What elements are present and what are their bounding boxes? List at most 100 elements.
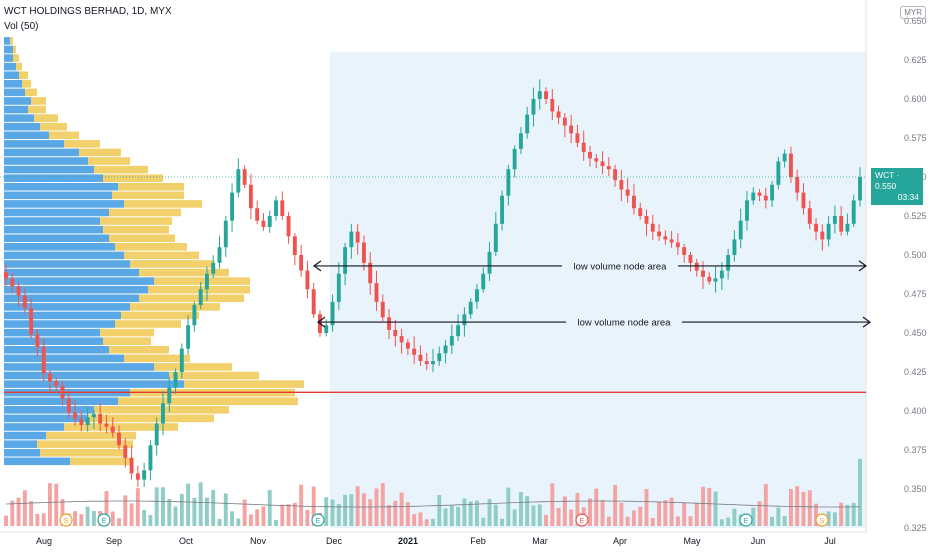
volume-profile-down-bar bbox=[64, 140, 100, 148]
volume-profile-down-bar bbox=[40, 122, 67, 131]
candle-body bbox=[562, 117, 567, 126]
volume-profile-down-bar bbox=[118, 397, 298, 406]
volume-profile-up-bar bbox=[4, 182, 118, 191]
volume-profile-up-bar bbox=[4, 217, 100, 225]
volume-bar bbox=[487, 498, 492, 526]
volume-bar bbox=[179, 493, 184, 526]
candle-body bbox=[405, 342, 410, 349]
volume-bar bbox=[845, 504, 850, 526]
volume-bar bbox=[512, 509, 517, 526]
volume-bar bbox=[500, 518, 505, 526]
volume-bar bbox=[682, 502, 687, 526]
candle-body bbox=[518, 133, 523, 149]
volume-bar bbox=[657, 501, 662, 526]
candle-body bbox=[35, 334, 40, 348]
candle-body bbox=[675, 242, 680, 248]
volume-bar bbox=[544, 514, 548, 526]
volume-profile-down-bar bbox=[88, 157, 130, 165]
volume-bar bbox=[117, 518, 121, 526]
volume-bar bbox=[387, 505, 391, 526]
candle-body bbox=[625, 189, 630, 196]
candle-body bbox=[449, 336, 454, 346]
candle-body bbox=[657, 231, 662, 237]
candle-body bbox=[135, 473, 140, 480]
volume-profile-up-bar bbox=[4, 448, 40, 457]
volume-bar bbox=[299, 484, 304, 526]
volume-bar bbox=[286, 504, 291, 526]
candle-body bbox=[719, 270, 724, 279]
volume-profile-down-bar bbox=[28, 105, 46, 114]
candle-body bbox=[230, 192, 235, 221]
volume-bar bbox=[707, 488, 712, 526]
candle-body bbox=[374, 283, 379, 302]
currency-badge[interactable]: MYR bbox=[900, 6, 926, 19]
volume-profile-up-bar bbox=[4, 45, 13, 54]
volume-bar bbox=[556, 507, 561, 526]
volume-bar bbox=[349, 494, 354, 526]
bar-countdown: 03:34 bbox=[897, 192, 919, 202]
event-marker-label: S bbox=[64, 518, 69, 525]
volume-bar bbox=[91, 510, 96, 526]
volume-bar bbox=[732, 508, 737, 526]
volume-bar bbox=[274, 519, 278, 526]
event-marker bbox=[311, 513, 325, 527]
volume-profile-down-bar bbox=[124, 251, 199, 260]
candle-body bbox=[248, 184, 253, 209]
candle-body bbox=[355, 231, 360, 243]
volume-bar bbox=[832, 512, 837, 526]
volume-bar bbox=[186, 483, 191, 526]
candle-body bbox=[807, 208, 812, 224]
volume-profile-down-bar bbox=[115, 320, 181, 328]
candle-body bbox=[117, 432, 121, 446]
candle-body bbox=[631, 195, 636, 209]
volume-indicator-label[interactable]: Vol (50) bbox=[4, 21, 39, 32]
volume-bar bbox=[242, 499, 247, 526]
event-marker-label: E bbox=[316, 518, 321, 525]
volume-bar bbox=[361, 493, 366, 526]
event-marker bbox=[97, 513, 111, 527]
volume-profile-down-bar bbox=[124, 200, 202, 208]
volume-bar bbox=[380, 483, 385, 526]
volume-profile-down-bar bbox=[130, 260, 214, 268]
volume-bar bbox=[4, 515, 8, 526]
candle-body bbox=[644, 216, 649, 224]
volume-profile-down-bar bbox=[46, 431, 136, 440]
candle-body bbox=[732, 239, 737, 255]
volume-bar bbox=[481, 517, 486, 526]
volume-profile-up-bar bbox=[4, 354, 124, 363]
time-tick-label: Feb bbox=[470, 536, 486, 546]
volume-profile-up-bar bbox=[4, 285, 148, 294]
candle-body bbox=[110, 426, 115, 433]
candle-body bbox=[487, 251, 492, 274]
volume-bar bbox=[104, 491, 109, 526]
volume-bar bbox=[73, 511, 78, 526]
candle-body bbox=[788, 153, 793, 177]
volume-profile-down-bar bbox=[49, 131, 79, 140]
volume-profile-down-bar bbox=[124, 354, 190, 363]
candle-body bbox=[242, 169, 247, 185]
volume-profile-up-bar bbox=[4, 260, 130, 268]
candle-body bbox=[462, 314, 467, 326]
volume-profile-up-bar bbox=[4, 268, 139, 277]
volume-bar bbox=[60, 499, 65, 526]
candle-body bbox=[73, 412, 78, 419]
volume-profile-up-bar bbox=[4, 294, 139, 303]
volume-bar bbox=[675, 516, 680, 526]
volume-profile-down-bar bbox=[37, 440, 133, 448]
candle-body bbox=[330, 301, 335, 326]
volume-bar bbox=[600, 499, 605, 526]
time-tick-label: May bbox=[683, 536, 701, 546]
volume-profile-down-bar bbox=[16, 62, 22, 71]
arrow-head-right bbox=[862, 316, 872, 328]
volume-bar bbox=[525, 496, 530, 526]
annotation-label: low volume node area bbox=[578, 318, 672, 329]
candle-body bbox=[387, 317, 391, 330]
volume-bar bbox=[305, 509, 310, 526]
volume-profile-up-bar bbox=[4, 97, 31, 105]
candle-body bbox=[299, 255, 304, 271]
candle-body bbox=[10, 278, 15, 287]
volume-bar bbox=[562, 496, 567, 526]
volume-bar bbox=[148, 514, 153, 526]
volume-bar bbox=[631, 510, 636, 526]
candle-body bbox=[292, 236, 297, 255]
